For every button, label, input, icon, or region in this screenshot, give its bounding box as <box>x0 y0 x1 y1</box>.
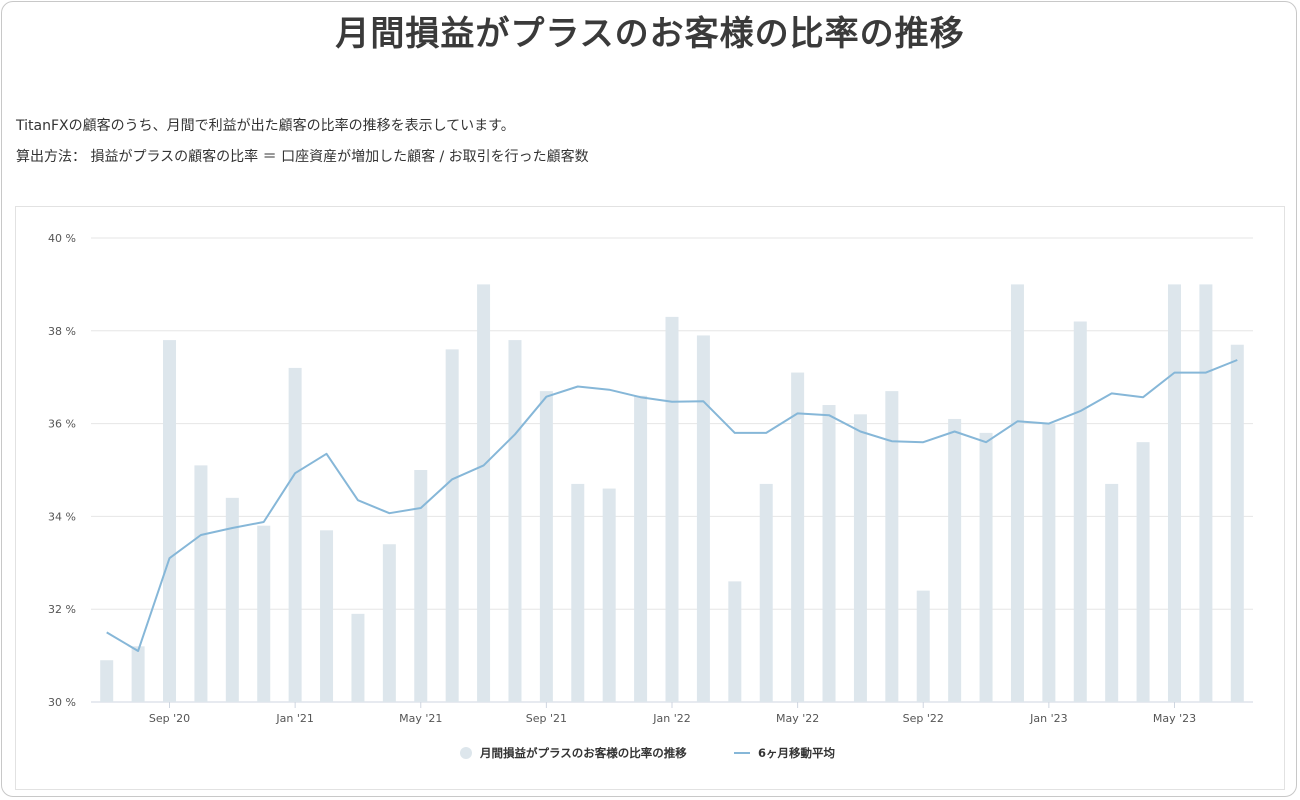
x-tick-label: May '21 <box>399 712 442 725</box>
bar <box>1042 423 1056 702</box>
y-axis: 30 % 32 % 34 % 36 % 38 % 40 % <box>48 232 76 709</box>
bar <box>853 414 867 702</box>
description-line-2: 算出方法： 損益がプラスの顧客の比率 ＝ 口座資産が増加した顧客 / お取引を行… <box>16 149 589 165</box>
x-tick-label: May '22 <box>776 712 819 725</box>
x-axis: Sep '20 Jan '21 May '21 Sep '21 Jan '22 May '… <box>149 702 1196 725</box>
x-tick-label: Sep '20 <box>149 712 190 725</box>
bar <box>602 488 616 702</box>
legend-item-line[interactable]: 6ヶ月移動平均 <box>734 746 835 760</box>
chart-container: 30 % 32 % 34 % 36 % 38 % 40 % Sep '20 Jan '21 M… <box>15 206 1285 790</box>
bar <box>477 284 491 702</box>
x-tick-label: Sep '21 <box>526 712 567 725</box>
bar <box>194 465 208 702</box>
page-title: 月間損益がプラスのお客様の比率の推移 <box>335 14 965 54</box>
y-tick-label: 36 % <box>48 418 76 431</box>
bar-series <box>100 284 1244 702</box>
bar <box>288 367 302 702</box>
bar <box>351 613 365 702</box>
bar <box>1010 284 1024 702</box>
bar <box>131 646 145 702</box>
bar <box>571 483 585 702</box>
legend-item-bars[interactable]: 月間損益がプラスのお客様の比率の推移 <box>460 746 687 760</box>
bar <box>696 335 710 702</box>
bar <box>539 391 553 702</box>
bar <box>100 660 114 702</box>
y-tick-label: 30 % <box>48 696 76 709</box>
bar <box>979 432 993 702</box>
y-tick-label: 32 % <box>48 603 76 616</box>
bar <box>320 530 334 702</box>
bar <box>759 483 773 702</box>
bar <box>163 340 177 702</box>
bar <box>916 590 930 702</box>
legend-bar-marker <box>460 747 472 759</box>
bar <box>225 497 239 702</box>
bar <box>665 316 679 702</box>
legend-label-line: 6ヶ月移動平均 <box>758 746 835 760</box>
line-series <box>106 359 1238 652</box>
y-tick-label: 34 % <box>48 510 76 523</box>
bar <box>948 418 962 702</box>
legend[interactable]: 月間損益がプラスのお客様の比率の推移 6ヶ月移動平均 <box>460 746 835 760</box>
bar <box>382 544 396 702</box>
bar <box>1136 442 1150 702</box>
bar <box>445 349 459 702</box>
y-tick-label: 40 % <box>48 232 76 245</box>
legend-label-bars: 月間損益がプラスのお客様の比率の推移 <box>479 746 687 760</box>
bar <box>1199 284 1213 702</box>
description-line-1: TitanFXの顧客のうち、月間で利益が出た顧客の比率の推移を表示しています。 <box>16 118 515 134</box>
bar <box>1073 321 1087 702</box>
bar <box>414 470 428 702</box>
bar <box>1167 284 1181 702</box>
moving-average-line <box>106 359 1238 652</box>
x-tick-label: May '23 <box>1153 712 1196 725</box>
bar <box>791 372 805 702</box>
bar <box>1105 483 1119 702</box>
x-tick-label: Sep '22 <box>903 712 944 725</box>
x-tick-label: Jan '22 <box>652 712 690 725</box>
x-tick-label: Jan '23 <box>1029 712 1067 725</box>
y-tick-label: 38 % <box>48 325 76 338</box>
bar <box>822 405 836 702</box>
chart-svg: 30 % 32 % 34 % 36 % 38 % 40 % Sep '20 Jan '21 M… <box>48 232 1253 760</box>
bar <box>257 525 271 702</box>
bar <box>885 391 899 702</box>
bar <box>728 581 742 702</box>
bar <box>634 395 648 702</box>
bar <box>508 340 522 702</box>
x-tick-label: Jan '21 <box>275 712 313 725</box>
bar <box>1230 344 1244 702</box>
